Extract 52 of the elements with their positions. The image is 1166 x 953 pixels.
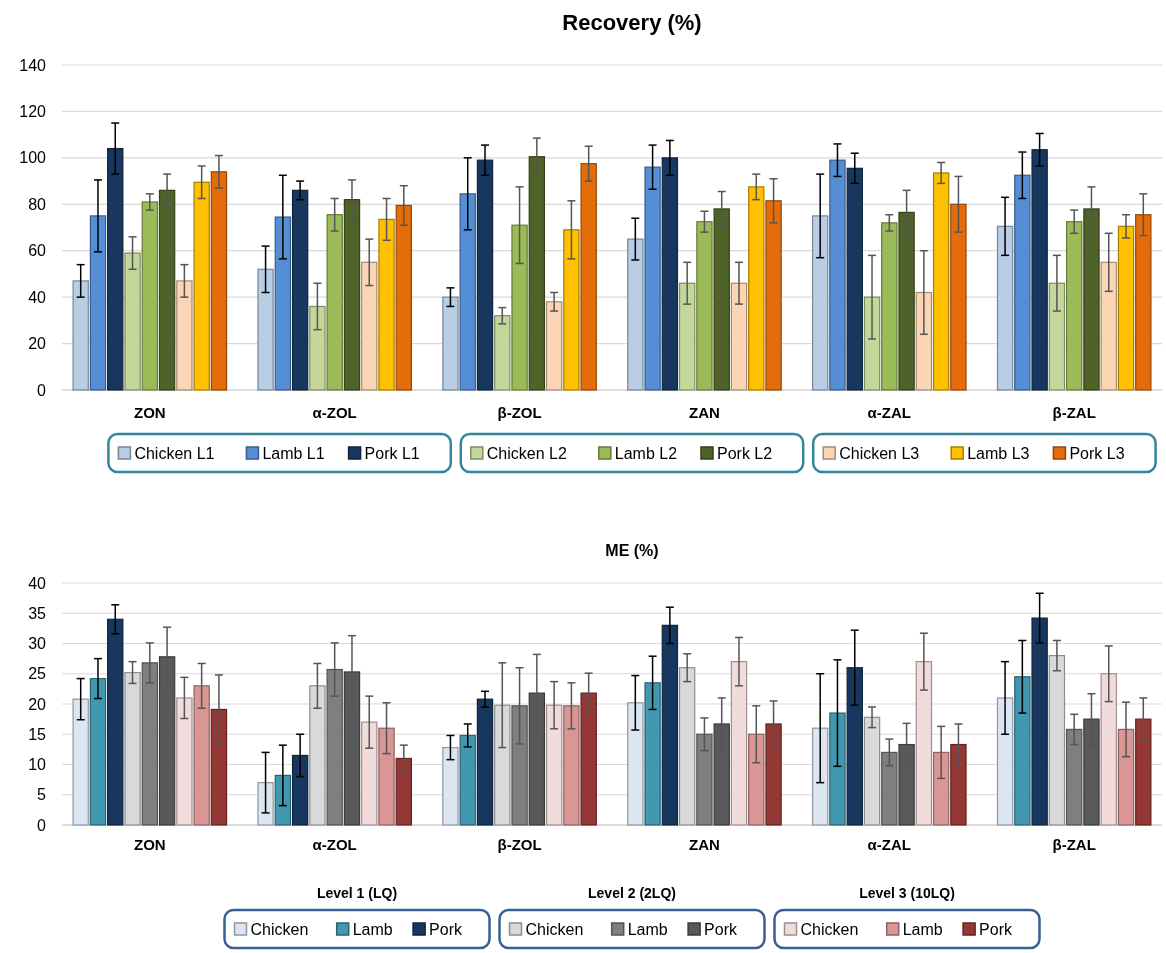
y-tick-label: 35 (28, 604, 47, 622)
y-tick-label: 20 (28, 335, 47, 353)
y-tick-label: 40 (28, 288, 47, 306)
x-tick-label: α-ZAL (867, 836, 911, 853)
legend-label: Lamb (352, 921, 393, 938)
y-tick-label: 100 (19, 149, 47, 167)
x-tick-label: α-ZOL (312, 404, 357, 421)
legend-label: Pork (979, 921, 1013, 938)
legend-label: Pork L3 (1069, 445, 1125, 462)
x-tick-label: ZAN (689, 404, 720, 421)
legend-label: Chicken (525, 921, 584, 938)
legend-label: Lamb L3 (967, 445, 1030, 462)
legend-label: Lamb L2 (614, 445, 678, 462)
text: Level 3 (10LQ) (859, 885, 955, 901)
y-tick-label: 80 (28, 195, 47, 213)
y-tick-label: 0 (37, 816, 47, 834)
y-tick-label: 0 (37, 381, 47, 399)
legend-label: Pork L2 (717, 445, 773, 462)
x-tick-label: α-ZAL (867, 404, 911, 421)
x-tick-label: ZON (133, 404, 166, 421)
legend-label: Chicken L2 (486, 445, 567, 462)
legend-label: Lamb (627, 921, 668, 938)
chart-title: Recovery (%) (562, 10, 702, 35)
x-tick-label: β-ZOL (497, 404, 542, 421)
y-tick-label: 120 (19, 103, 47, 121)
x-tick-label: ZAN (689, 836, 720, 853)
y-tick-label: 15 (28, 725, 47, 743)
x-tick-label: β-ZOL (497, 836, 542, 853)
legend-label: Pork (429, 921, 463, 938)
y-tick-label: 20 (28, 695, 47, 713)
x-tick-label: α-ZOL (312, 836, 357, 853)
y-tick-label: 40 (28, 574, 47, 592)
legend-label: Pork L1 (364, 445, 420, 462)
text: Level 2 (2LQ) (588, 885, 676, 901)
y-tick-label: 5 (37, 786, 47, 804)
y-tick-label: 140 (19, 56, 47, 74)
legend-label: Chicken L1 (134, 445, 215, 462)
x-tick-label: ZON (133, 836, 166, 853)
legend-label: Lamb L1 (262, 445, 325, 462)
legend-label: Chicken L3 (839, 445, 920, 462)
y-tick-label: 25 (28, 665, 47, 683)
x-tick-label: β-ZAL (1052, 404, 1096, 421)
y-tick-label: 30 (28, 635, 47, 653)
legend-label: Chicken (250, 921, 309, 938)
y-tick-label: 10 (28, 756, 47, 774)
legend-label: Pork (704, 921, 738, 938)
y-tick-label: 60 (28, 242, 47, 260)
legend-label: Lamb (902, 921, 943, 938)
x-tick-label: β-ZAL (1052, 836, 1096, 853)
text: Level 1 (LQ) (316, 885, 398, 901)
legend-label: Chicken (800, 921, 859, 938)
chart-title: ME (%) (605, 542, 659, 559)
